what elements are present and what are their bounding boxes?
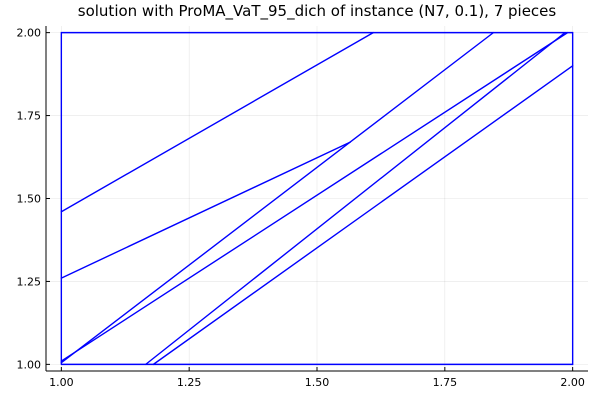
- y-tick-label: 1.00: [17, 358, 42, 371]
- axes: [45, 26, 588, 372]
- x-tick-label: 1.50: [305, 376, 330, 389]
- y-tick-label: 1.25: [17, 275, 42, 288]
- piece-series-line: [145, 31, 566, 366]
- plot-series: [60, 31, 574, 366]
- y-tick-label: 2.00: [17, 27, 42, 40]
- piece-series-line: [60, 31, 569, 362]
- x-tick-label: 2.00: [560, 376, 585, 389]
- boundary-series-line: [60, 31, 574, 366]
- piece-series-line: [60, 31, 374, 213]
- x-tick-label: 1.00: [49, 376, 74, 389]
- chart-title: solution with ProMA_VaT_95_dich of insta…: [78, 2, 557, 21]
- y-tick-label: 1.50: [17, 193, 42, 206]
- tick-labels: 1.00 1.25 1.50 1.75 2.00 1.00 1.25 1.50 1.75 2.00: [17, 27, 585, 389]
- x-tick-label: 1.75: [433, 376, 458, 389]
- x-tick-label: 1.25: [177, 376, 202, 389]
- y-tick-label: 1.75: [17, 110, 42, 123]
- piece-series-line: [60, 141, 351, 279]
- piece-series-line: [60, 31, 495, 364]
- piece-series-line: [152, 65, 574, 366]
- grid-lines: [46, 26, 588, 371]
